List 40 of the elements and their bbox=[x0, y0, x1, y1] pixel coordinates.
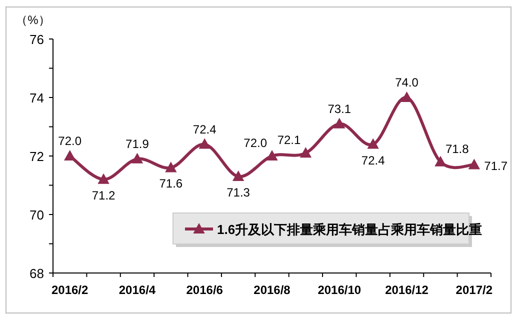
data-label: 74.0 bbox=[395, 76, 419, 90]
point bbox=[368, 138, 379, 149]
x-tick-label: 2016/4 bbox=[118, 283, 156, 297]
y-tick-label: 68 bbox=[30, 266, 44, 281]
data-label: 72.1 bbox=[277, 133, 302, 148]
point bbox=[98, 174, 110, 184]
y-tick-label: 74 bbox=[30, 90, 44, 106]
data-label: 71.7 bbox=[484, 158, 508, 173]
data-label: 71.3 bbox=[226, 185, 250, 200]
point bbox=[300, 148, 312, 158]
data-label: 72.0 bbox=[244, 136, 268, 150]
point bbox=[401, 92, 412, 102]
legend-label: 1.6升及以下排量乘用车销量占乘用车销量比重 bbox=[217, 222, 482, 237]
data-label: 72.0 bbox=[58, 134, 82, 148]
x-tick-label: 2016/8 bbox=[254, 283, 291, 297]
data-label: 71.8 bbox=[445, 142, 470, 156]
point bbox=[266, 150, 278, 160]
point bbox=[468, 159, 480, 170]
y-tick-label: 76 bbox=[30, 32, 44, 47]
x-tick-label: 2016/12 bbox=[385, 283, 429, 297]
x-tick-label: 2017/2 bbox=[456, 283, 493, 297]
point bbox=[165, 162, 176, 172]
data-label: 72.4 bbox=[361, 153, 386, 168]
data-label: 71.6 bbox=[159, 176, 183, 191]
data-label: 73.1 bbox=[328, 102, 352, 116]
x-tick-label: 2016/6 bbox=[186, 283, 224, 297]
x-tick-label: 2016/2 bbox=[51, 283, 89, 297]
data-label: 71.2 bbox=[92, 188, 116, 202]
y-tick-label: 72 bbox=[30, 149, 44, 164]
point bbox=[132, 153, 143, 164]
point bbox=[334, 118, 345, 128]
y-axis-title: （%） bbox=[16, 13, 50, 27]
data-label: 72.4 bbox=[192, 122, 217, 136]
data-label: 71.9 bbox=[126, 136, 150, 151]
point bbox=[232, 170, 244, 181]
point bbox=[199, 138, 210, 149]
point bbox=[434, 156, 446, 166]
y-tick-label: 70 bbox=[30, 208, 44, 222]
x-tick-label: 2016/10 bbox=[318, 283, 362, 297]
point bbox=[64, 150, 76, 160]
